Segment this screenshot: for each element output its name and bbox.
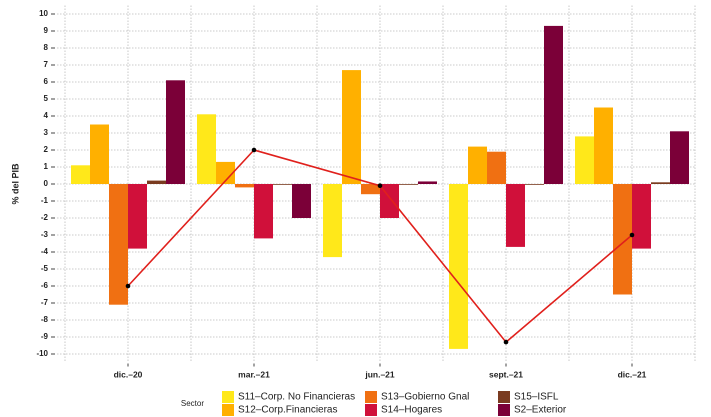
bar: [216, 161, 235, 184]
y-tick-label: 10: [39, 9, 48, 18]
y-tick-label: -8: [41, 315, 49, 324]
y-tick-label: -2: [41, 213, 49, 222]
line-point: [125, 283, 131, 289]
bar: [235, 184, 254, 188]
y-tick-label: -10: [36, 349, 48, 358]
legend-label: S15–ISFL: [514, 392, 559, 403]
y-tick-label: -4: [41, 247, 49, 256]
bar: [147, 180, 166, 184]
bar: [292, 184, 311, 218]
legend-swatch: [365, 404, 377, 416]
line-point: [503, 339, 509, 345]
legend-label: S11–Corp. No Financieras: [238, 392, 355, 403]
legend-swatch: [498, 404, 510, 416]
x-tick-label: dic.–20: [114, 369, 143, 379]
y-tick-label: 3: [44, 128, 49, 137]
y-tick-label: -5: [41, 264, 49, 273]
x-tick-label: mar.–21: [238, 369, 270, 379]
legend-label: S14–Hogares: [381, 405, 442, 416]
bar: [273, 184, 292, 185]
y-tick-label: 0: [44, 179, 49, 188]
bar: [544, 25, 563, 185]
bar: [613, 184, 632, 295]
legend-label: S2–Exterior: [514, 405, 567, 416]
bar: [670, 131, 689, 184]
bar: [506, 184, 525, 247]
bar: [487, 151, 506, 184]
bar: [575, 136, 594, 184]
bar: [525, 184, 544, 185]
y-tick-label: 9: [44, 26, 49, 35]
y-tick-label: 4: [44, 111, 49, 120]
bar: [399, 184, 418, 185]
y-tick-label: 6: [44, 77, 49, 86]
bar: [594, 107, 613, 184]
y-tick-label: -6: [41, 281, 49, 290]
y-tick-label: -9: [41, 332, 49, 341]
bar: [468, 146, 487, 184]
bar: [449, 184, 468, 349]
legend-label: S13–Gobierno Gnal: [381, 392, 469, 403]
y-axis-label: % del PIB: [10, 163, 20, 205]
bar: [197, 114, 216, 184]
bar: [109, 184, 128, 305]
legend-swatch: [222, 391, 234, 403]
legend-title: Sector: [181, 399, 204, 408]
line-point: [251, 147, 257, 153]
y-tick-label: -7: [41, 298, 49, 307]
bar: [323, 184, 342, 258]
x-tick-label: sept.–21: [489, 369, 523, 379]
legend-swatch: [365, 391, 377, 403]
y-tick-label: 8: [44, 43, 49, 52]
bar: [128, 184, 147, 249]
y-tick-label: 2: [44, 145, 49, 154]
bar: [166, 80, 185, 184]
bar: [71, 165, 90, 184]
bar: [254, 184, 273, 239]
legend-label: S12–Corp.Financieras: [238, 405, 338, 416]
y-tick-label: -1: [41, 196, 49, 205]
x-tick-label: dic.–21: [618, 369, 647, 379]
bar: [418, 181, 437, 184]
bar: [342, 70, 361, 184]
bar: [90, 124, 109, 184]
line-point: [377, 183, 383, 188]
legend-swatch: [222, 404, 234, 416]
y-tick-label: 1: [44, 162, 49, 171]
y-tick-label: -3: [41, 230, 49, 239]
bar: [651, 182, 670, 184]
y-tick-label: 5: [44, 94, 49, 103]
legend-swatch: [498, 391, 510, 403]
x-tick-label: jun.–21: [364, 369, 395, 379]
bar: [361, 184, 380, 195]
line-point: [629, 232, 635, 238]
y-tick-label: 7: [44, 60, 49, 69]
bar: [632, 184, 651, 249]
